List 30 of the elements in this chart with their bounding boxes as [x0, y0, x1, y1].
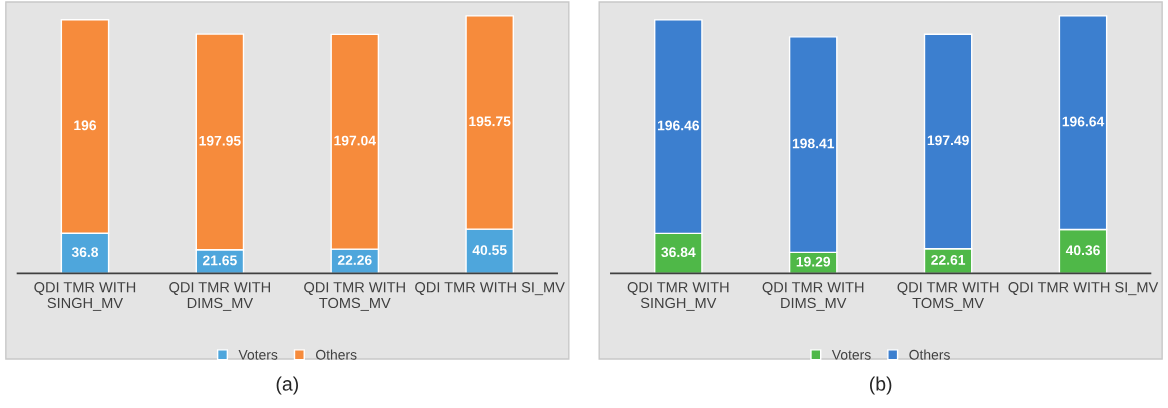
- x-tick-label: QDI TMR WITH DIMS_MV: [762, 282, 864, 311]
- data-label: 21.65: [202, 255, 237, 266]
- legend-label: Others: [909, 349, 950, 360]
- data-label: 195.75: [469, 116, 511, 127]
- legend-label: Voters: [238, 350, 278, 360]
- data-label: 197.95: [199, 135, 241, 146]
- data-label: 22.61: [931, 254, 966, 265]
- x-tick-label: QDI TMR WITH DIMS_MV: [169, 282, 270, 311]
- data-label: 40.55: [472, 245, 507, 255]
- x-tick-label: QDI TMR WITH TOMS_MV: [897, 282, 999, 311]
- data-label: 36.8: [71, 247, 99, 258]
- data-label: 40.36: [1065, 245, 1100, 256]
- data-label: 197.04: [334, 135, 376, 146]
- data-label: 196: [74, 120, 97, 131]
- x-tick-label: QDI TMR WITH SINGH_MV: [34, 282, 136, 311]
- data-label: 196.64: [1062, 116, 1105, 127]
- data-label: 36.84: [661, 247, 696, 258]
- x-tick-label: QDI TMR WITH TOMS_MV: [304, 282, 405, 311]
- x-tick-label: QDI TMR WITH SI_MV: [1008, 282, 1159, 296]
- legend-label: Others: [316, 349, 357, 360]
- text: (a): [276, 376, 298, 395]
- data-label: 19.29: [796, 256, 831, 267]
- data-label: 197.49: [927, 135, 969, 146]
- x-tick-label: QDI TMR WITH SINGH_MV: [627, 282, 729, 311]
- legend-label: Voters: [831, 350, 871, 360]
- data-label: 22.26: [337, 255, 372, 265]
- x-tick-label: QDI TMR WITH SI_MV: [415, 282, 565, 296]
- data-label: 196.46: [657, 120, 700, 131]
- data-label: 198.41: [792, 138, 835, 149]
- text: (b): [870, 376, 892, 395]
